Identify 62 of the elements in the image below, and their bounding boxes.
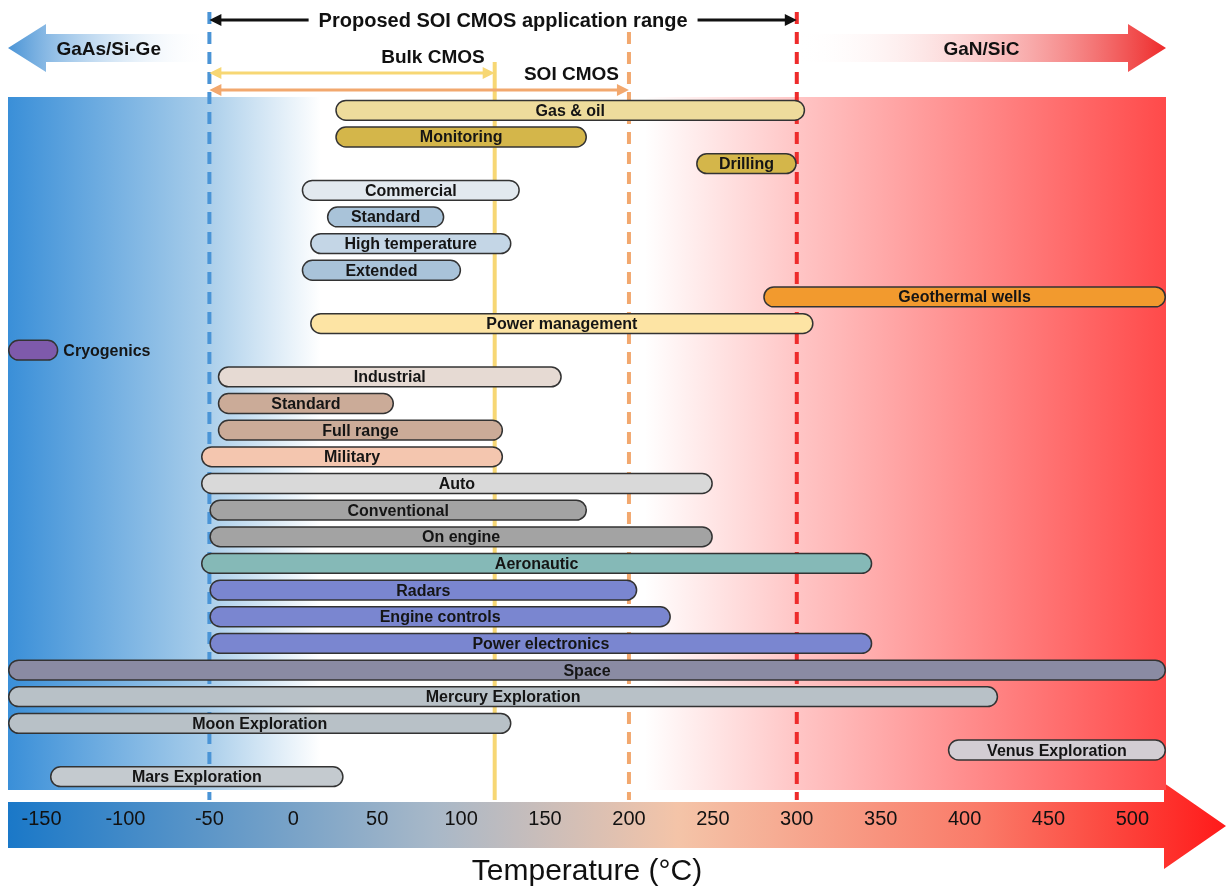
data-label: Industrial — [353, 368, 426, 386]
text: SOI CMOS — [523, 62, 619, 84]
text: Proposed SOI CMOS application range — [318, 9, 688, 31]
bar — [201, 446, 504, 468]
x-tick-label: 400 — [947, 807, 982, 829]
data-label: Moon Exploration — [192, 714, 328, 732]
bar — [209, 579, 638, 601]
bar — [335, 99, 806, 121]
bar — [8, 712, 512, 735]
x-tick-label: 300 — [780, 807, 814, 829]
bar — [209, 606, 671, 628]
text: GaN/SiC — [943, 37, 1020, 59]
bar — [209, 632, 873, 655]
bar — [201, 472, 713, 495]
bar — [209, 526, 713, 548]
data-label: Power electronics — [472, 634, 610, 652]
x-tick-label: 250 — [696, 807, 730, 829]
bar — [209, 499, 587, 521]
data-label: Mercury Exploration — [425, 688, 581, 706]
x-tick-label: 450 — [1031, 807, 1066, 829]
data-label: Space — [563, 661, 611, 679]
x-tick-label: 500 — [1115, 807, 1150, 829]
bar — [217, 419, 504, 441]
text: GaAs/Si-Ge — [56, 37, 161, 59]
bar — [201, 552, 873, 575]
bar — [335, 126, 587, 148]
data-label: Drilling — [718, 155, 774, 173]
data-label: Standard — [271, 395, 341, 413]
x-tick-label: 350 — [864, 807, 898, 829]
data-label: Power management — [486, 315, 639, 333]
data-label: High temperature — [344, 235, 478, 253]
x-tick-label: 0 — [287, 807, 299, 829]
data-label: Radars — [396, 581, 451, 599]
text: Bulk CMOS — [381, 45, 485, 67]
x-tick-label: 100 — [444, 807, 478, 829]
data-label: Military — [324, 448, 381, 466]
data-label: Commercial — [364, 181, 457, 199]
x-axis-title: Temperature (°C) — [471, 852, 703, 886]
data-label: Geothermal wells — [898, 288, 1031, 306]
data-label: Auto — [438, 474, 476, 492]
data-label: Standard — [350, 208, 421, 226]
data-label: Full range — [322, 421, 399, 439]
x-tick-label: -150 — [21, 807, 62, 829]
data-label: Monitoring — [419, 128, 503, 146]
x-tick-label: 50 — [366, 807, 389, 829]
data-label: Venus Exploration — [987, 741, 1127, 759]
data-label: Mars Exploration — [131, 768, 262, 786]
bar — [8, 686, 999, 708]
x-tick-label: 150 — [528, 807, 562, 829]
x-tick-label: -100 — [105, 807, 146, 829]
x-tick-label: -50 — [194, 807, 224, 829]
data-label: Aeronautic — [494, 554, 579, 572]
bar — [763, 286, 1166, 308]
data-label: Engine controls — [379, 608, 501, 626]
data-label: Conventional — [347, 501, 449, 519]
data-label: Cryogenics — [63, 341, 151, 359]
x-tick-label: 200 — [612, 807, 646, 829]
bar — [8, 659, 1166, 681]
bar — [217, 366, 562, 388]
data-label: On engine — [422, 528, 501, 546]
data-label: Extended — [345, 261, 418, 279]
data-label: Gas & oil — [535, 101, 605, 119]
